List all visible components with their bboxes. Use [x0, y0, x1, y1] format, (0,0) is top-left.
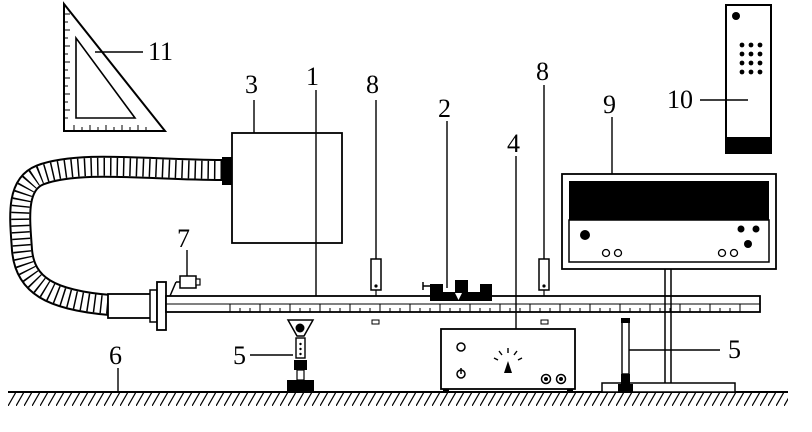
digital-timer: [561, 173, 777, 383]
leveling-support-left: [286, 319, 315, 391]
photogate-right: [538, 258, 550, 325]
label-6: 6: [109, 341, 122, 370]
leader-lines: [95, 51, 748, 392]
label-7: 7: [177, 224, 190, 253]
signal-source-box: [440, 328, 576, 393]
label-2: 2: [438, 94, 451, 123]
photogate-left: [370, 258, 382, 325]
label-8-left: 8: [366, 70, 379, 99]
air-blower: [222, 132, 343, 244]
launcher-device: [169, 275, 201, 297]
air-track-glider: [422, 280, 492, 301]
label-5-left: 5: [233, 341, 246, 370]
label-8-right: 8: [536, 57, 549, 86]
hose-connector: [107, 281, 167, 331]
air-hose: [9, 155, 223, 316]
remote-controller: [725, 4, 772, 154]
label-11: 11: [148, 37, 173, 66]
label-3: 3: [245, 70, 258, 99]
leveling-support-right: [601, 318, 736, 393]
label-4: 4: [507, 129, 520, 158]
label-10: 10: [667, 85, 693, 114]
set-square-ruler: [63, 1, 168, 132]
label-9: 9: [603, 90, 616, 119]
label-1: 1: [306, 62, 319, 91]
ground: [8, 391, 788, 406]
label-5-right: 5: [728, 335, 741, 364]
